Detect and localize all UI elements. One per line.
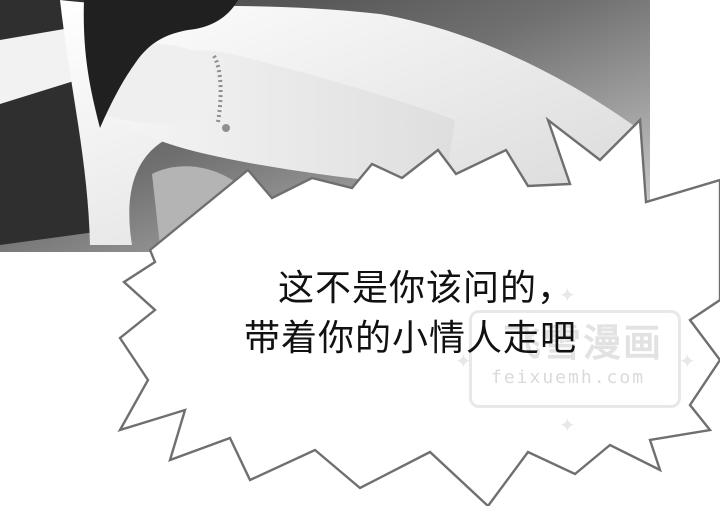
speech-bubble-text: 这不是你该问的， 带着你的小情人走吧 <box>244 264 664 364</box>
speech-line-1: 这不是你该问的， <box>278 268 575 309</box>
bracelet-charm <box>222 124 230 132</box>
speech-line-2: 带着你的小情人走吧 <box>244 318 578 359</box>
hair <box>83 0 238 128</box>
bracelet <box>212 55 223 123</box>
speech-bubble-outline <box>117 116 720 506</box>
